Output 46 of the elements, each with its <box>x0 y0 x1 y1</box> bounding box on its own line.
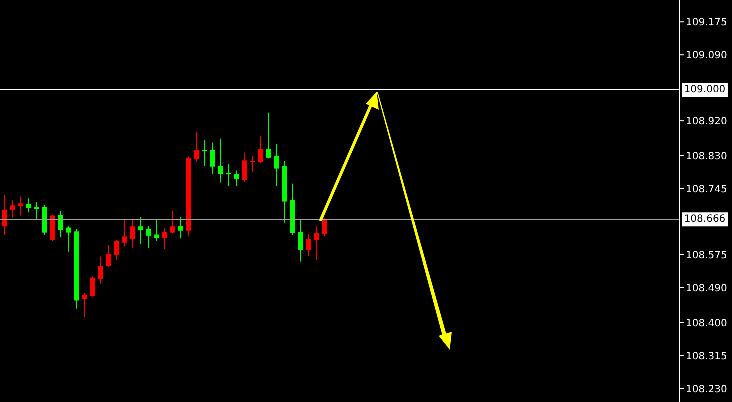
y-tick-label: 109.090 <box>686 50 728 62</box>
candlestick <box>34 202 39 221</box>
ref-line-label: 108.666 <box>684 214 726 226</box>
candlestick <box>218 138 223 184</box>
candlestick <box>98 256 103 285</box>
candlestick <box>162 228 167 250</box>
candlestick <box>58 210 63 238</box>
candlestick <box>82 292 87 318</box>
y-tick-label: 108.575 <box>686 250 728 262</box>
y-tick-label: 109.175 <box>686 18 728 29</box>
y-tick-label: 108.830 <box>686 152 728 163</box>
candlestick <box>210 142 215 175</box>
y-tick-label: 108.490 <box>686 283 728 294</box>
candlestick <box>266 112 271 160</box>
candlestick <box>306 233 311 257</box>
y-tick-label: 108.400 <box>686 318 728 330</box>
candlestick <box>106 244 111 268</box>
candlestick <box>154 220 159 242</box>
candlestick <box>170 210 175 234</box>
candlestick <box>114 240 119 260</box>
candlestick <box>18 196 23 216</box>
candlestick <box>234 170 239 187</box>
candlestick <box>122 218 127 248</box>
y-tick-label: 108.745 <box>686 184 728 196</box>
candlestick <box>258 136 263 164</box>
y-tick-label: 108.315 <box>686 351 728 362</box>
candlestick <box>202 140 207 167</box>
candlestick <box>314 226 319 260</box>
ref-line-label: 109.000 <box>684 84 726 96</box>
candlestick <box>90 276 95 298</box>
candlestick <box>138 216 143 245</box>
y-tick-label: 108.230 <box>686 384 728 396</box>
candlestick <box>242 152 247 182</box>
candlestick <box>274 143 279 187</box>
y-tick-label: 108.920 <box>686 116 728 128</box>
candlestick <box>250 155 255 173</box>
candlestick <box>10 200 15 218</box>
candlestick <box>26 198 31 214</box>
candlestick <box>194 131 199 162</box>
candlestick <box>178 216 183 240</box>
candlestick <box>130 218 135 248</box>
candlestick <box>322 218 327 238</box>
candlestick <box>66 226 71 252</box>
candlestick <box>298 218 303 262</box>
candlestick <box>2 194 7 236</box>
candlestick <box>146 226 151 248</box>
